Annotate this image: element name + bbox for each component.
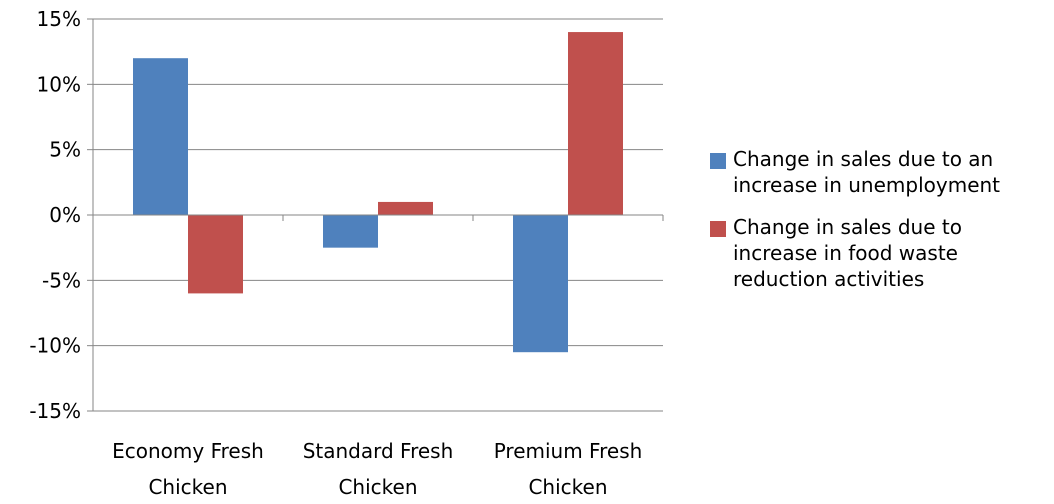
x-tick-label: Economy Fresh Chicken — [112, 439, 264, 499]
bar-series2-category3 — [568, 32, 623, 215]
x-axis-tick-labels: Economy Fresh Chicken Standard Fresh Chicke… — [112, 439, 642, 499]
y-tick-label: 5% — [49, 138, 81, 162]
y-tick-label: -15% — [29, 399, 81, 423]
bar-series1-category2 — [323, 215, 378, 248]
bar-series1-category3 — [513, 215, 568, 353]
y-tick-label: 10% — [37, 72, 81, 96]
legend: Change in sales due to an increase in un… — [710, 146, 1050, 292]
y-axis-tick-labels: -15% -10% -5% 0% 5% 10% 15% — [29, 7, 81, 423]
bar-series2-category2 — [378, 201, 433, 215]
y-tick-label: -10% — [29, 334, 81, 358]
y-tick-label: 0% — [49, 203, 81, 227]
bars — [133, 32, 623, 353]
legend-item-food-waste: Change in sales due to increase in food … — [710, 214, 1050, 292]
x-tick-label: Standard Fresh Chicken — [303, 439, 454, 499]
axes — [87, 18, 664, 412]
y-tick-label: 15% — [37, 7, 81, 31]
x-tick-label: Premium Fresh Chicken — [494, 439, 643, 499]
y-tick-label: -5% — [42, 268, 81, 292]
legend-label-unemployment: Change in sales due to an increase in un… — [733, 147, 1001, 197]
legend-item-unemployment: Change in sales due to an increase in un… — [710, 146, 1050, 198]
legend-label-food-waste: Change in sales due to increase in food … — [733, 215, 962, 291]
legend-swatch-food-waste — [710, 221, 726, 237]
bar-series1-category1 — [133, 58, 188, 216]
legend-swatch-unemployment — [710, 153, 726, 169]
bar-series2-category1 — [188, 215, 243, 294]
